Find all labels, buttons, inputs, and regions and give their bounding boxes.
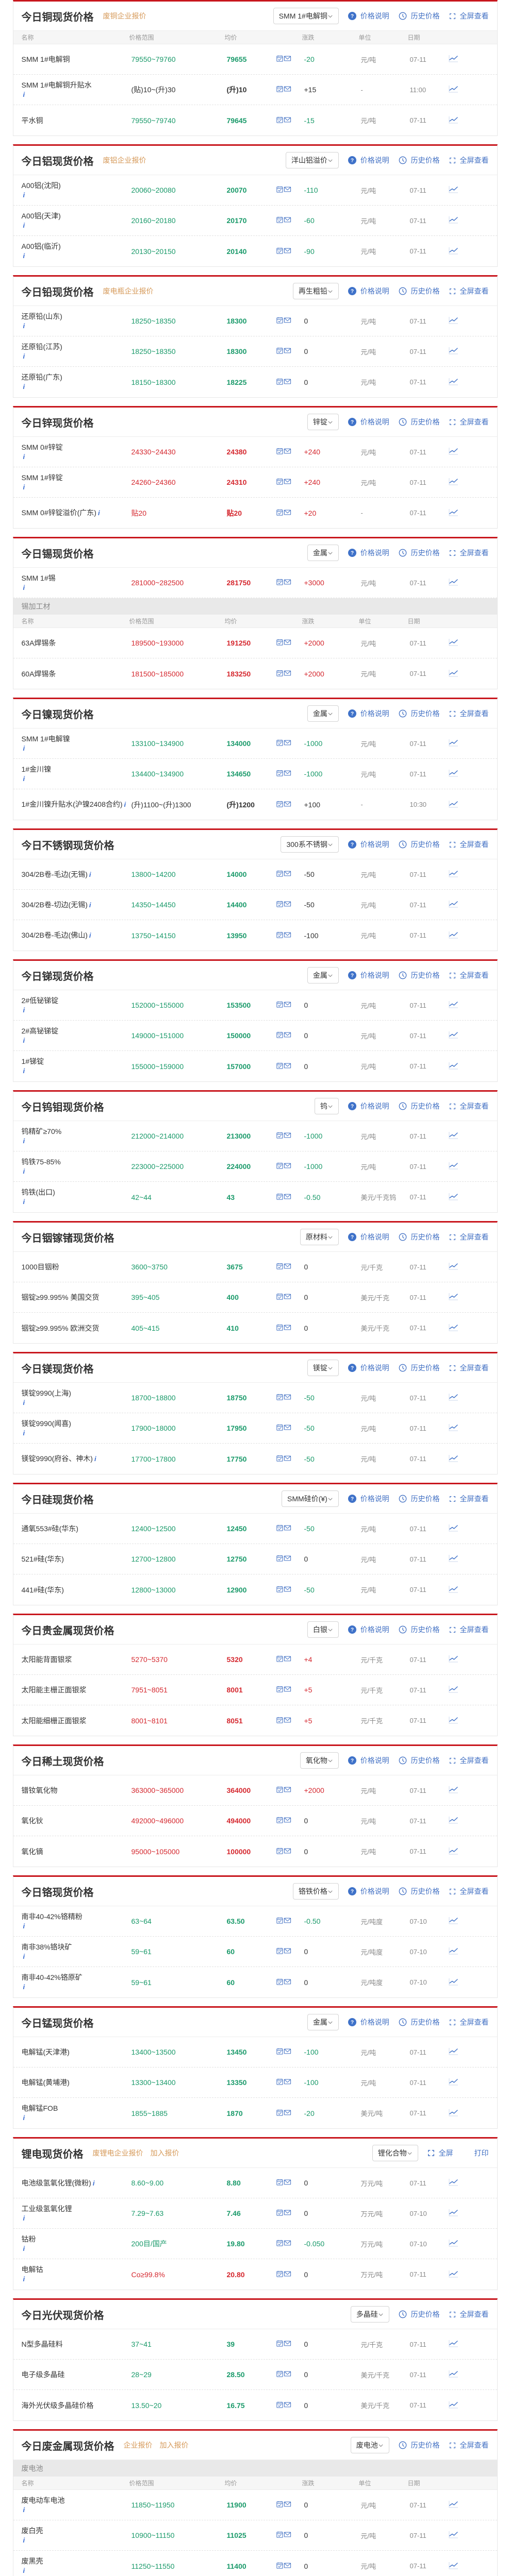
svg-text:?: ?: [351, 551, 354, 556]
svg-text:?: ?: [351, 14, 354, 20]
svg-text:?: ?: [351, 1628, 354, 1633]
svg-text:?: ?: [351, 1104, 354, 1110]
svg-text:?: ?: [351, 1235, 354, 1241]
svg-text:?: ?: [351, 711, 354, 717]
svg-text:?: ?: [351, 1758, 354, 1764]
svg-text:?: ?: [351, 1497, 354, 1502]
svg-text:?: ?: [351, 1889, 354, 1895]
svg-text:?: ?: [351, 1366, 354, 1371]
svg-text:?: ?: [351, 842, 354, 848]
svg-text:?: ?: [351, 289, 354, 295]
svg-text:?: ?: [351, 420, 354, 426]
svg-text:?: ?: [351, 973, 354, 979]
svg-text:?: ?: [351, 2020, 354, 2026]
svg-text:?: ?: [351, 158, 354, 164]
